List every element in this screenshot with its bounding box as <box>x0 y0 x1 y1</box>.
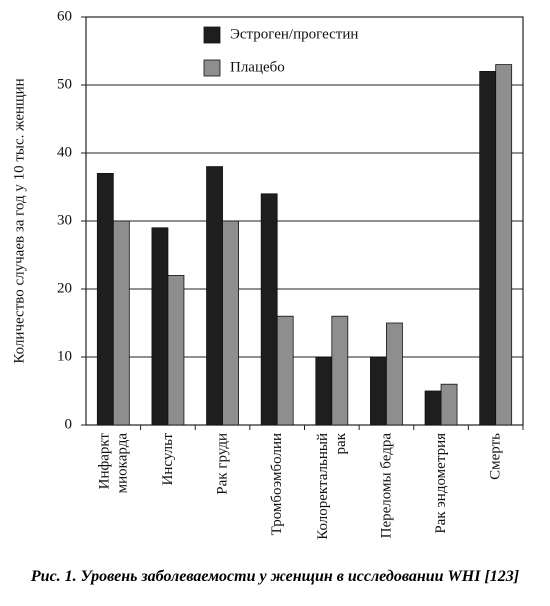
legend-label: Эстроген/прогестин <box>230 26 358 42</box>
bar <box>386 322 403 426</box>
bar <box>331 315 349 426</box>
bar <box>479 71 497 426</box>
bar <box>440 383 458 426</box>
y-tick-label: 50 <box>57 76 72 92</box>
legend-swatch <box>203 59 221 77</box>
y-axis-label: Количество случаев за год у 10 тыс. женщ… <box>11 78 27 363</box>
bar <box>167 274 185 426</box>
y-tick-label: 0 <box>65 416 73 432</box>
x-tick-label: Инфаркт миокарда <box>96 433 131 494</box>
bar <box>276 315 294 426</box>
bar <box>424 390 442 426</box>
bar <box>151 227 169 426</box>
x-tick-label: Инсульт <box>159 433 176 486</box>
legend-swatch <box>203 26 221 44</box>
legend-label: Плацебо <box>230 59 285 75</box>
x-tick-label: Рак груди <box>214 433 231 495</box>
y-tick-label: 40 <box>57 144 72 160</box>
y-tick-label: 10 <box>57 348 72 364</box>
y-tick-label: 20 <box>57 280 72 296</box>
bar <box>495 64 513 426</box>
x-tick-label: Колоректальный рак <box>314 433 349 540</box>
bar <box>315 356 333 426</box>
caption: Рис. 1. Уровень заболеваемости у женщин … <box>30 568 520 585</box>
y-tick-label: 30 <box>57 212 72 228</box>
y-tick-label: 60 <box>57 8 72 24</box>
x-tick-label: Смерть <box>487 433 504 480</box>
x-tick-label: Тромбоэмболии <box>269 433 286 536</box>
x-tick-label: Рак эндометрия <box>433 433 450 534</box>
bar <box>370 356 387 426</box>
bar <box>112 220 130 426</box>
bar <box>96 172 114 426</box>
bar <box>206 166 223 426</box>
bar <box>222 220 239 426</box>
x-tick-label: Переломы бедра <box>378 433 395 539</box>
bar <box>260 193 278 426</box>
